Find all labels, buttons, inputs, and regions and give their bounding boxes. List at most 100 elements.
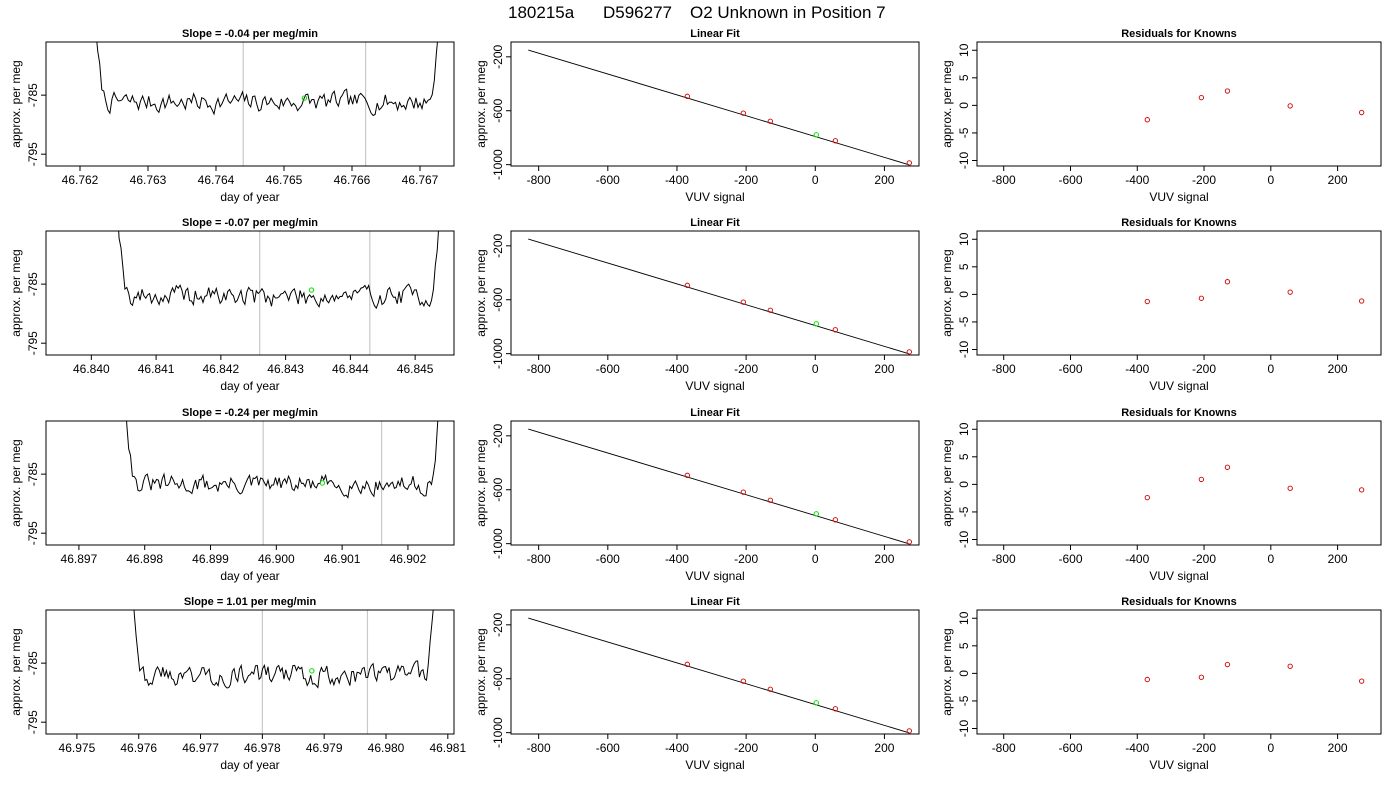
- x-tick-label: 46.978: [244, 741, 281, 755]
- x-tick-label: -600: [1058, 741, 1082, 755]
- plot-frame: [45, 230, 455, 356]
- known-standard-point: [832, 517, 838, 523]
- plot-area: [96, 42, 438, 166]
- x-tick-label: -600: [596, 741, 620, 755]
- plot-area: [1144, 661, 1365, 684]
- x-tick-label: 46.981: [429, 741, 466, 755]
- x-axis-label: VUV signal: [685, 190, 744, 204]
- plot-area: [1144, 464, 1365, 501]
- x-tick-label: -800: [992, 741, 1016, 755]
- known-standard-point: [767, 497, 773, 503]
- x-tick-label: 46.844: [332, 362, 369, 376]
- unknown-point: [301, 95, 308, 101]
- chart-panel: Slope = -0.04 per meg/min 46.762 46.763 46.…: [9, 28, 455, 204]
- known-standard-point: [684, 472, 690, 478]
- x-tick-label: 46.900: [258, 552, 295, 566]
- residual-point: [1198, 295, 1205, 301]
- y-tick-label: 10: [957, 232, 971, 246]
- y-tick-label: -795: [26, 142, 40, 166]
- x-tick-label: -400: [665, 173, 689, 187]
- x-tick-label: -200: [734, 741, 758, 755]
- x-tick-label: 46.976: [120, 741, 157, 755]
- residual-point: [1144, 298, 1150, 305]
- y-tick-label: -1000: [491, 149, 505, 180]
- x-tick-label: -600: [596, 173, 620, 187]
- y-axis-label: approx. per meg: [474, 60, 488, 147]
- known-standard-point: [740, 110, 747, 116]
- x-axis-label: VUV signal: [685, 569, 744, 583]
- y-tick-label: -1000: [491, 338, 505, 369]
- y-axis-label: approx. per meg: [940, 628, 954, 715]
- residual-point: [1287, 663, 1293, 669]
- y-tick-label: -200: [491, 233, 505, 257]
- panel-title: Slope = 1.01 per meg/min: [184, 596, 317, 608]
- residual-point: [1358, 487, 1365, 493]
- x-tick-label: 0: [1267, 362, 1274, 376]
- known-standard-point: [740, 299, 747, 305]
- plot-frame: [510, 41, 920, 167]
- y-tick-label: -795: [26, 710, 40, 734]
- x-tick-label: -600: [1058, 552, 1082, 566]
- x-tick-label: -800: [992, 362, 1016, 376]
- x-tick-label: -200: [1192, 173, 1216, 187]
- x-tick-label: -800: [527, 552, 551, 566]
- x-tick-label: 46.901: [324, 552, 361, 566]
- x-tick-label: -800: [992, 552, 1016, 566]
- x-tick-label: -800: [527, 173, 551, 187]
- signal-trace: [118, 231, 439, 310]
- known-standard-point: [740, 678, 747, 684]
- x-tick-label: -200: [734, 552, 758, 566]
- residual-point: [1198, 476, 1205, 483]
- residual-point: [1198, 674, 1205, 680]
- x-tick-label: -400: [1125, 552, 1149, 566]
- y-tick-label: -785: [26, 462, 40, 486]
- plot-area: [528, 238, 912, 355]
- x-tick-label: -600: [1058, 173, 1082, 187]
- residual-point: [1144, 676, 1150, 683]
- plot-area: [118, 231, 439, 355]
- x-tick-label: 200: [1328, 741, 1348, 755]
- y-axis-label: approx. per meg: [474, 439, 488, 526]
- x-tick-label: 46.899: [192, 552, 229, 566]
- chart-panel: Linear Fit -800 -600 -400 -200 0 200 -200 -600 -1…: [474, 596, 920, 772]
- y-tick-label: -200: [491, 612, 505, 636]
- x-tick-label: 200: [874, 741, 894, 755]
- chart-panel: Residuals for Knowns -800 -600 -400 -200 0 200…: [940, 28, 1382, 204]
- x-tick-label: -200: [1192, 741, 1216, 755]
- x-tick-label: 200: [1328, 362, 1348, 376]
- x-tick-label: 200: [874, 552, 894, 566]
- y-axis-label: approx. per meg: [9, 60, 23, 147]
- x-tick-label: -200: [734, 173, 758, 187]
- y-tick-label: -785: [26, 83, 40, 107]
- chart-panel: Linear Fit -800 -600 -400 -200 0 200 -200 -600 -1…: [474, 407, 920, 583]
- panel-grid: Slope = -0.04 per meg/min 46.762 46.763 46.…: [9, 28, 1382, 772]
- chart-panel: Linear Fit -800 -600 -400 -200 0 200 -200 -600 -1…: [474, 28, 920, 204]
- known-standard-point: [832, 327, 838, 333]
- x-tick-label: -200: [1192, 552, 1216, 566]
- known-standard-point: [906, 539, 912, 545]
- known-standard-point: [767, 307, 773, 313]
- x-axis-label: day of year: [220, 758, 279, 772]
- x-tick-label: -200: [734, 362, 758, 376]
- x-tick-label: 46.767: [402, 173, 439, 187]
- x-tick-label: 46.840: [73, 362, 110, 376]
- panel-title: Residuals for Knowns: [1121, 407, 1237, 419]
- known-standard-point: [684, 661, 690, 667]
- x-tick-label: 46.842: [203, 362, 240, 376]
- x-axis-label: VUV signal: [1149, 379, 1208, 393]
- x-tick-label: 46.763: [130, 173, 167, 187]
- x-tick-label: 0: [812, 362, 819, 376]
- y-axis-label: approx. per meg: [9, 249, 23, 336]
- x-tick-label: 46.977: [182, 741, 219, 755]
- panel-title: Linear Fit: [690, 407, 740, 419]
- y-axis-label: approx. per meg: [940, 249, 954, 336]
- y-axis-label: approx. per meg: [9, 628, 23, 715]
- signal-trace: [133, 610, 434, 689]
- y-tick-label: -600: [491, 666, 505, 690]
- x-tick-label: 46.898: [126, 552, 163, 566]
- y-tick-label: 0: [957, 670, 971, 677]
- plot-area: [126, 421, 439, 545]
- y-tick-label: 10: [957, 422, 971, 436]
- x-tick-label: 46.897: [61, 552, 98, 566]
